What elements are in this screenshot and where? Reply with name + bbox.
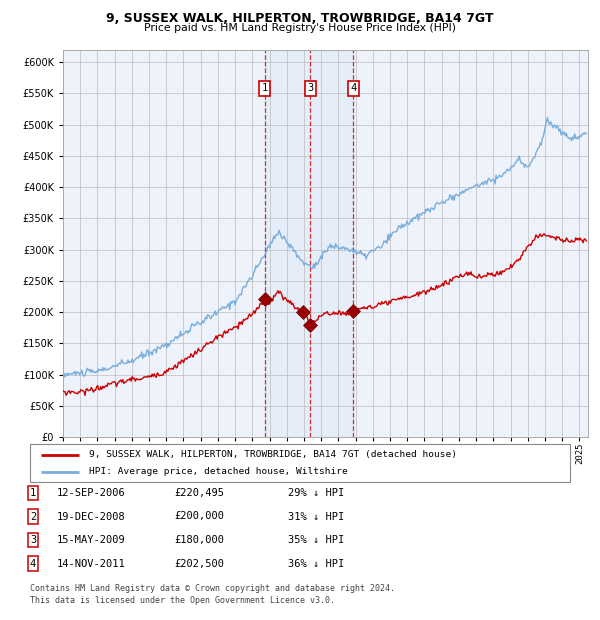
- Text: £220,495: £220,495: [174, 488, 224, 498]
- Text: 3: 3: [30, 535, 36, 545]
- Text: 2: 2: [30, 512, 36, 521]
- FancyBboxPatch shape: [30, 444, 570, 482]
- Text: 19-DEC-2008: 19-DEC-2008: [57, 512, 126, 521]
- Text: Contains HM Land Registry data © Crown copyright and database right 2024.: Contains HM Land Registry data © Crown c…: [30, 584, 395, 593]
- Text: 29% ↓ HPI: 29% ↓ HPI: [288, 488, 344, 498]
- Text: 1: 1: [30, 488, 36, 498]
- Bar: [265, 50, 353, 437]
- Text: 35% ↓ HPI: 35% ↓ HPI: [288, 535, 344, 545]
- Text: £180,000: £180,000: [174, 535, 224, 545]
- Text: £200,000: £200,000: [174, 512, 224, 521]
- Text: 9, SUSSEX WALK, HILPERTON, TROWBRIDGE, BA14 7GT: 9, SUSSEX WALK, HILPERTON, TROWBRIDGE, B…: [106, 12, 494, 25]
- Text: 4: 4: [350, 83, 356, 94]
- Text: 36% ↓ HPI: 36% ↓ HPI: [288, 559, 344, 569]
- Text: 1: 1: [262, 83, 268, 94]
- Text: 9, SUSSEX WALK, HILPERTON, TROWBRIDGE, BA14 7GT (detached house): 9, SUSSEX WALK, HILPERTON, TROWBRIDGE, B…: [89, 450, 457, 459]
- Text: £202,500: £202,500: [174, 559, 224, 569]
- Text: 15-MAY-2009: 15-MAY-2009: [57, 535, 126, 545]
- Text: This data is licensed under the Open Government Licence v3.0.: This data is licensed under the Open Gov…: [30, 596, 335, 606]
- Text: Price paid vs. HM Land Registry's House Price Index (HPI): Price paid vs. HM Land Registry's House …: [144, 23, 456, 33]
- Text: 31% ↓ HPI: 31% ↓ HPI: [288, 512, 344, 521]
- Text: 3: 3: [307, 83, 313, 94]
- Text: 4: 4: [30, 559, 36, 569]
- Text: HPI: Average price, detached house, Wiltshire: HPI: Average price, detached house, Wilt…: [89, 467, 348, 476]
- Text: 14-NOV-2011: 14-NOV-2011: [57, 559, 126, 569]
- Text: 12-SEP-2006: 12-SEP-2006: [57, 488, 126, 498]
